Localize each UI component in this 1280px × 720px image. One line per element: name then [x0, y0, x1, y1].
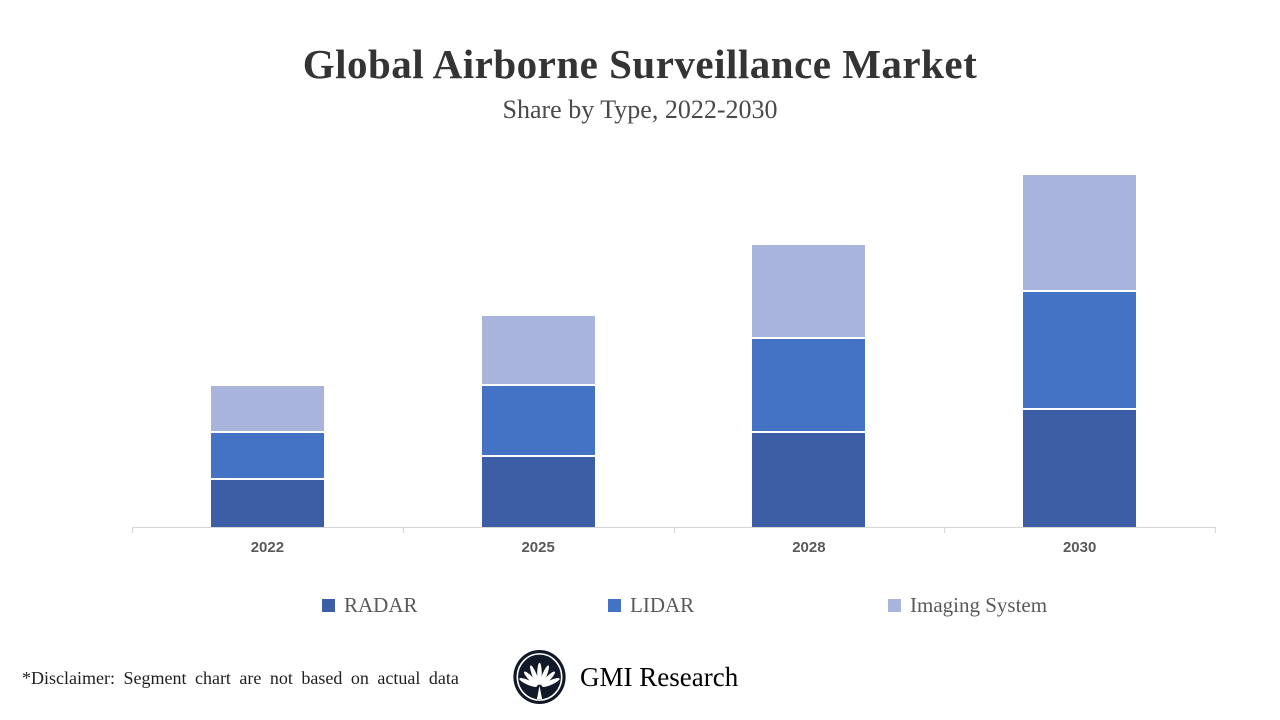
x-axis-label: 2022	[250, 539, 285, 556]
bar-segment-lidar	[210, 433, 324, 481]
bar-segment-lidar	[1023, 292, 1137, 410]
legend-label: RADAR	[344, 592, 418, 617]
bar-segment-lidar	[481, 386, 595, 457]
legend-swatch-icon	[888, 598, 901, 612]
x-axis-label: 2025	[521, 539, 555, 556]
axis-tick	[673, 527, 675, 533]
bar-segment-radar	[1023, 409, 1137, 527]
legend-item-imaging-system: Imaging System	[888, 593, 1047, 617]
bar-segment-imaging-system	[1023, 174, 1137, 293]
stacked-bar-2025	[481, 315, 595, 527]
bar-segment-radar	[210, 480, 324, 527]
bar-segment-lidar	[752, 339, 866, 434]
brand-name: GMI Research	[580, 661, 739, 692]
legend-label: Imaging System	[910, 592, 1048, 617]
axis-tick	[132, 527, 133, 533]
legend-item-radar: RADAR	[322, 593, 418, 617]
legend-label: LIDAR	[630, 592, 695, 617]
legend-swatch-icon	[608, 598, 621, 612]
bar-segment-radar	[752, 433, 866, 527]
chart-title: Global Airborne Surveillance Market	[302, 41, 978, 87]
gmi-logo-icon	[513, 649, 566, 705]
legend-swatch-icon	[322, 598, 335, 612]
brand-lockup: GMI Research	[512, 649, 738, 705]
bar-segment-radar	[481, 456, 595, 527]
disclaimer-text: *Disclaimer: Segment chart are not based…	[22, 668, 459, 688]
stacked-bar-2030	[1023, 174, 1137, 527]
legend-item-lidar: LIDAR	[608, 593, 694, 617]
bar-segment-imaging-system	[210, 386, 324, 434]
x-axis-label: 2030	[1062, 539, 1097, 556]
bar-segment-imaging-system	[481, 315, 595, 387]
bar-segment-imaging-system	[752, 245, 866, 340]
chart-subtitle: Share by Type, 2022-2030	[502, 95, 778, 124]
stacked-bar-2022	[210, 386, 324, 527]
stacked-bar-2028	[752, 245, 866, 527]
axis-tick	[944, 527, 946, 533]
axis-tick	[1215, 527, 1216, 533]
axis-tick	[402, 527, 404, 533]
x-axis-label: 2028	[792, 539, 826, 556]
